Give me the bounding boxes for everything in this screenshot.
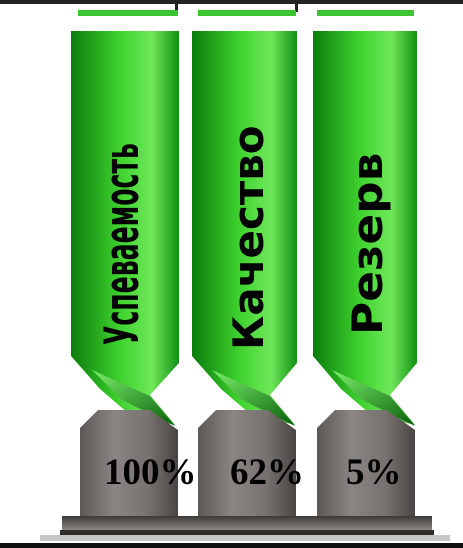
ribbon-uspevaemost: Успеваемость (71, 10, 179, 426)
pedestal-body (317, 410, 415, 518)
ribbon-fold (92, 370, 175, 426)
base-shadow (62, 516, 432, 530)
bottom-border (0, 543, 463, 548)
ribbon-body (313, 31, 417, 425)
ribbon-label: Резерв (344, 153, 393, 335)
pedestal-body (198, 410, 296, 518)
ribbon-fold (212, 370, 295, 426)
ribbon-fold (332, 370, 415, 426)
pedestal-1 (80, 410, 178, 518)
pedestal-3 (317, 410, 415, 518)
pedestal-body (80, 410, 178, 518)
ribbon-label: Успеваемость (94, 143, 149, 345)
ribbon-body (192, 31, 297, 425)
ribbon-top-strip (78, 10, 178, 16)
percent-rezerv: 5% (346, 452, 402, 493)
pedestal-2 (198, 410, 296, 518)
top-border (0, 0, 463, 4)
ribbon-rezerv: Резерв (313, 10, 417, 426)
top-tick (175, 0, 178, 12)
percent-kachestvo: 62% (230, 452, 304, 493)
ribbon-kachestvo: Качество (192, 10, 297, 426)
ribbon-top-strip (317, 10, 414, 16)
ribbon-body (71, 31, 179, 425)
top-tick (295, 0, 298, 12)
ribbon-label: Качество (224, 125, 273, 350)
percent-uspevaemost: 100% (104, 452, 197, 493)
base-line (60, 530, 434, 535)
ribbon-top-strip (198, 10, 296, 16)
base-highlight (40, 535, 450, 541)
